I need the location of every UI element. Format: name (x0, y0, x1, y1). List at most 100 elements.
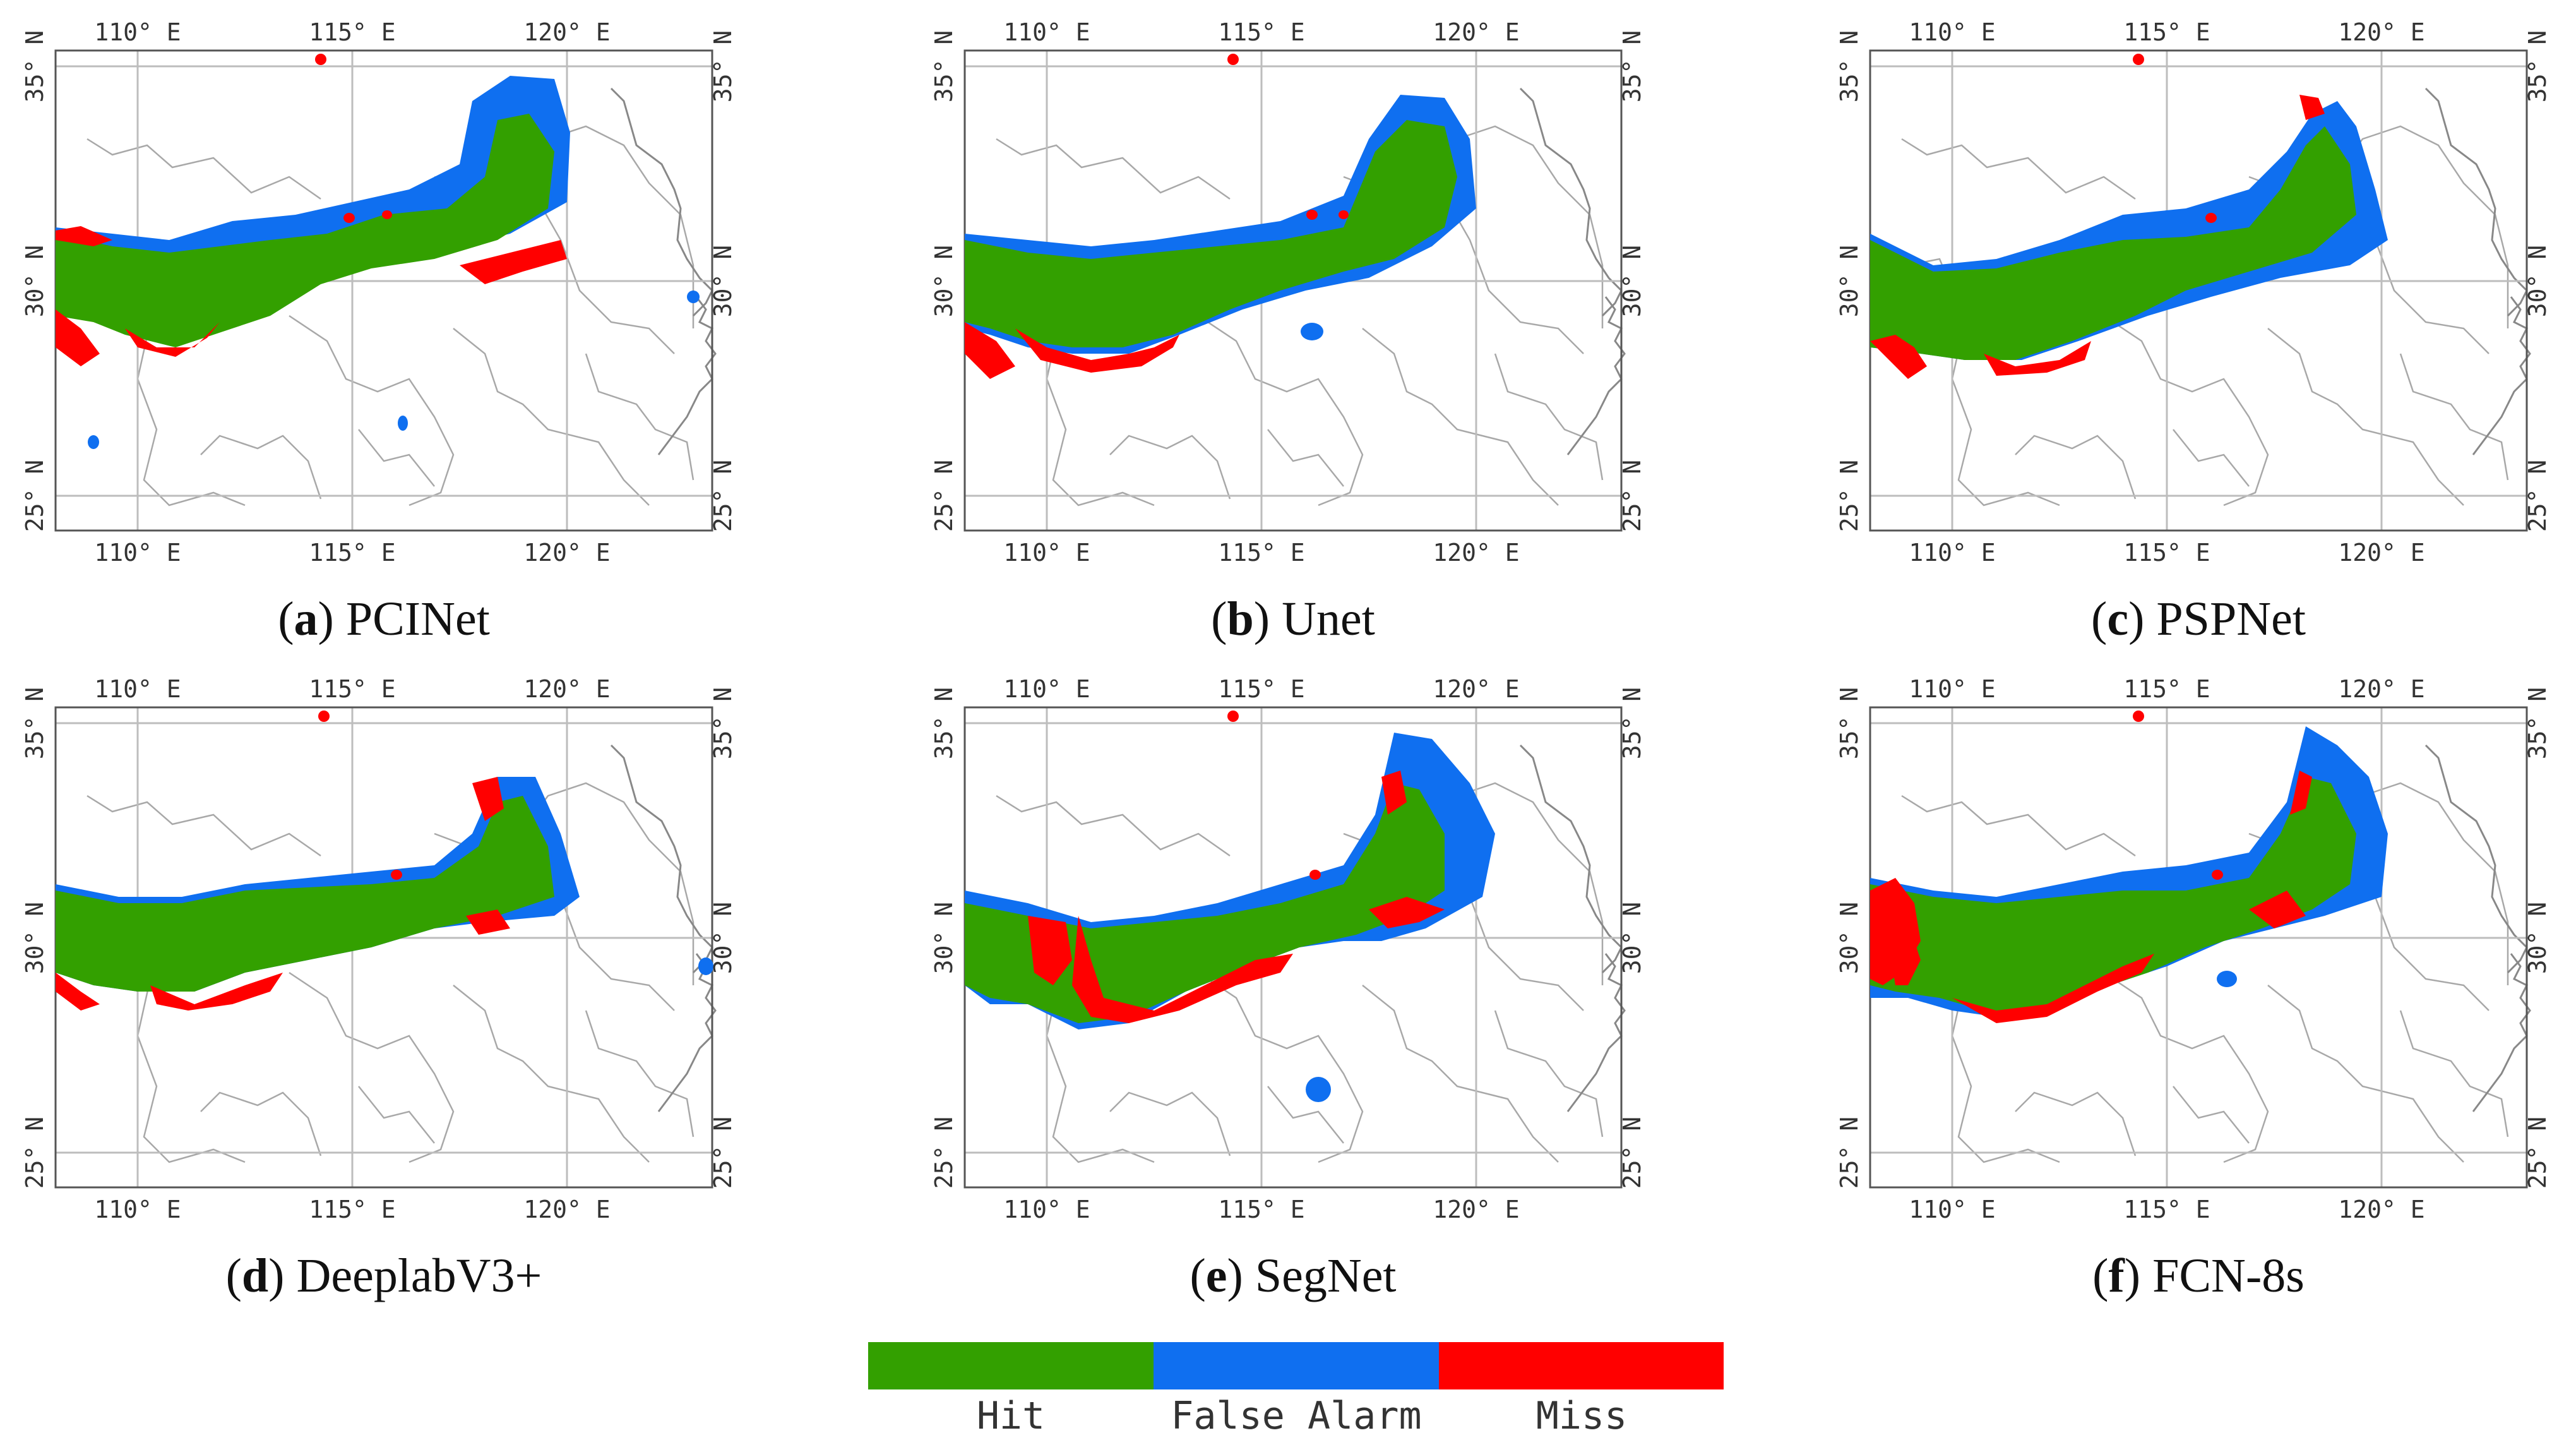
panel-c (1869, 49, 2531, 532)
panel-b (963, 49, 1626, 532)
latitude-label-left: 35° N (1835, 30, 1863, 102)
legend-label-miss: Miss (1536, 1394, 1628, 1438)
latitude-label-left: 35° N (1835, 687, 1863, 759)
latitude-label-left: 25° N (1835, 460, 1863, 532)
latitude-label-right: 25° N (709, 460, 737, 532)
latitude-label-right: 35° N (1618, 30, 1646, 102)
panel-letter: b (1227, 592, 1253, 645)
panel-letter: d (242, 1249, 268, 1302)
latitude-label-right: 30° N (709, 902, 737, 974)
longitude-label-bottom: 120° E (523, 1196, 610, 1223)
panel-f (1869, 706, 2531, 1189)
latitude-label-left: 35° N (21, 687, 49, 759)
latitude-label-right: 25° N (2524, 1117, 2551, 1189)
longitude-label-top: 115° E (1218, 675, 1304, 703)
latitude-label-right: 35° N (2524, 30, 2551, 102)
panel-caption-a: (a) PCINet (278, 592, 490, 645)
longitude-label-bottom: 115° E (2123, 539, 2210, 567)
longitude-label-bottom: 110° E (1909, 539, 1995, 567)
longitude-label-bottom: 120° E (2338, 1196, 2424, 1223)
latitude-label-right: 25° N (2524, 460, 2551, 532)
latitude-label-left: 25° N (21, 1117, 49, 1189)
latitude-label-right: 30° N (2524, 245, 2551, 317)
legend-swatch-miss (1439, 1342, 1724, 1389)
longitude-label-bottom: 115° E (309, 539, 395, 567)
latitude-label-left: 30° N (930, 902, 958, 974)
detection-overlay (1870, 711, 2388, 1023)
legend: Hit False Alarm Miss (868, 1342, 1724, 1438)
longitude-label-bottom: 115° E (309, 1196, 395, 1223)
longitude-label-top: 120° E (1433, 18, 1519, 46)
latitude-label-left: 35° N (930, 30, 958, 102)
longitude-label-top: 120° E (523, 675, 610, 703)
longitude-label-bottom: 115° E (1218, 1196, 1304, 1223)
latitude-label-right: 35° N (709, 687, 737, 759)
latitude-label-right: 35° N (1618, 687, 1646, 759)
latitude-label-left: 30° N (21, 902, 49, 974)
longitude-label-bottom: 120° E (1433, 1196, 1519, 1223)
longitude-label-bottom: 110° E (94, 1196, 181, 1223)
latitude-label-left: 25° N (1835, 1117, 1863, 1189)
latitude-label-left: 25° N (21, 460, 49, 532)
latitude-label-right: 35° N (2524, 687, 2551, 759)
panel-e (963, 706, 1626, 1189)
panel-caption-c: (c) PSPNet (2091, 592, 2306, 645)
longitude-label-bottom: 110° E (1003, 539, 1090, 567)
longitude-label-bottom: 120° E (1433, 539, 1519, 567)
latitude-label-left: 30° N (1835, 902, 1863, 974)
detection-overlay (56, 54, 700, 449)
latitude-label-right: 25° N (1618, 460, 1646, 532)
panel-title: FCN-8s (2152, 1249, 2305, 1302)
legend-swatch-hit (868, 1342, 1154, 1389)
longitude-label-top: 115° E (309, 675, 395, 703)
detection-overlay (965, 54, 1476, 379)
panel-a (54, 49, 717, 532)
longitude-label-bottom: 110° E (1909, 1196, 1995, 1223)
panel-caption-b: (b) Unet (1211, 592, 1375, 645)
longitude-label-bottom: 110° E (1003, 1196, 1090, 1223)
longitude-label-bottom: 120° E (2338, 539, 2424, 567)
panel-title: PCINet (346, 592, 490, 645)
panel-letter: f (2108, 1249, 2125, 1302)
longitude-label-top: 110° E (1003, 18, 1090, 46)
latitude-label-left: 25° N (930, 460, 958, 532)
latitude-label-right: 35° N (709, 30, 737, 102)
latitude-label-right: 30° N (709, 245, 737, 317)
longitude-label-top: 120° E (2338, 18, 2424, 46)
panel-title: SegNet (1255, 1249, 1397, 1302)
longitude-label-bottom: 120° E (523, 539, 610, 567)
longitude-label-top: 115° E (1218, 18, 1304, 46)
detection-overlay (56, 711, 713, 1011)
longitude-label-top: 110° E (1909, 18, 1995, 46)
longitude-label-top: 120° E (2338, 675, 2424, 703)
latitude-label-right: 25° N (1618, 1117, 1646, 1189)
legend-label-hit: Hit (977, 1394, 1045, 1438)
detection-overlay (1870, 54, 2388, 379)
longitude-label-top: 110° E (94, 18, 181, 46)
longitude-label-bottom: 115° E (2123, 1196, 2210, 1223)
panel-caption-e: (e) SegNet (1190, 1249, 1396, 1302)
longitude-label-top: 110° E (1909, 675, 1995, 703)
longitude-label-top: 115° E (309, 18, 395, 46)
panel-d (54, 706, 717, 1189)
panel-letter: e (1206, 1249, 1227, 1302)
longitude-label-top: 115° E (2123, 675, 2210, 703)
panel-letter: a (294, 592, 318, 645)
longitude-label-top: 120° E (1433, 675, 1519, 703)
panel-title: DeeplabV3+ (296, 1249, 542, 1302)
latitude-label-left: 35° N (21, 30, 49, 102)
latitude-label-left: 30° N (930, 245, 958, 317)
detection-overlay (965, 711, 1495, 1102)
longitude-label-top: 110° E (94, 675, 181, 703)
panel-title: PSPNet (2156, 592, 2306, 645)
panel-letter: c (2107, 592, 2128, 645)
panel-caption-d: (d) DeeplabV3+ (226, 1249, 542, 1302)
panel-caption-f: (f) FCN-8s (2092, 1249, 2305, 1302)
latitude-label-right: 25° N (709, 1117, 737, 1189)
panel-title: Unet (1282, 592, 1375, 645)
legend-label-false-alarm: False Alarm (1171, 1394, 1421, 1438)
legend-swatch-false-alarm (1154, 1342, 1439, 1389)
latitude-label-right: 30° N (1618, 245, 1646, 317)
latitude-label-left: 25° N (930, 1117, 958, 1189)
